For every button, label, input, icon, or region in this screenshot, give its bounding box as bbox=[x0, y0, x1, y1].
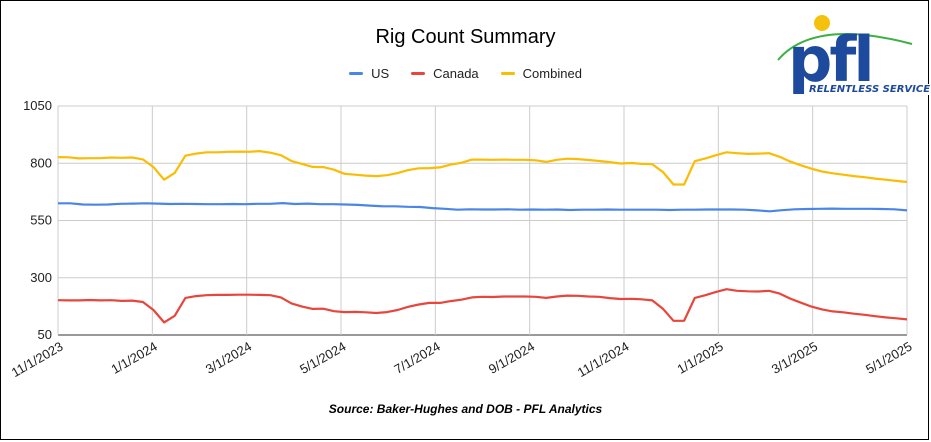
y-tick-label: 1050 bbox=[23, 98, 52, 113]
logo-tagline: RELENTLESS SERVICE bbox=[808, 84, 931, 95]
series-layer bbox=[57, 150, 908, 324]
legend-label-us: US bbox=[371, 66, 390, 81]
legend-swatch-us bbox=[349, 72, 364, 75]
x-tick-label: 9/1/2024 bbox=[486, 339, 537, 377]
legend-swatch-combined bbox=[500, 72, 515, 75]
legend-swatch-canada bbox=[411, 72, 426, 75]
chart-legend: US Canada Combined bbox=[0, 66, 931, 81]
logo-wordmark: pfl bbox=[788, 23, 875, 96]
legend-item-us[interactable]: US bbox=[349, 66, 389, 81]
y-tick-label: 50 bbox=[38, 327, 52, 342]
chart-title: Rig Count Summary bbox=[375, 26, 556, 48]
source-note: Source: Baker-Hughes and DOB - PFL Analy… bbox=[328, 402, 603, 416]
x-axis: 11/1/2023 1/1/2024 3/1/2024 5/1/2024 7/1/202… bbox=[9, 339, 915, 380]
x-tick-label: 3/1/2025 bbox=[769, 339, 820, 377]
legend-label-canada: Canada bbox=[433, 66, 479, 81]
series-line-canada bbox=[57, 288, 908, 324]
x-tick-label: 1/1/2025 bbox=[675, 339, 726, 377]
pfl-logo: pfl RELENTLESS SERVICE bbox=[774, 14, 931, 100]
x-tick-label: 3/1/2024 bbox=[203, 339, 254, 377]
logo-swoosh bbox=[777, 15, 913, 61]
grid-layer bbox=[57, 105, 908, 336]
legend-item-combined[interactable]: Combined bbox=[500, 66, 582, 81]
legend-label-combined: Combined bbox=[522, 66, 582, 81]
x-tick-label: 5/1/2024 bbox=[297, 339, 348, 377]
x-tick-label: 7/1/2024 bbox=[392, 339, 443, 377]
y-tick-label: 550 bbox=[30, 213, 52, 228]
y-axis: 50 300 550 800 1050 bbox=[23, 98, 52, 342]
x-tick-label: 11/1/2024 bbox=[575, 339, 632, 380]
legend-item-canada[interactable]: Canada bbox=[411, 66, 479, 81]
y-tick-label: 800 bbox=[30, 155, 52, 170]
y-tick-label: 300 bbox=[30, 270, 52, 285]
series-line-combined bbox=[57, 150, 908, 186]
x-tick-label: 1/1/2024 bbox=[109, 339, 160, 377]
series-line-us bbox=[58, 202, 908, 213]
x-tick-label: 11/1/2023 bbox=[9, 339, 66, 380]
x-tick-label: 5/1/2025 bbox=[863, 339, 914, 377]
